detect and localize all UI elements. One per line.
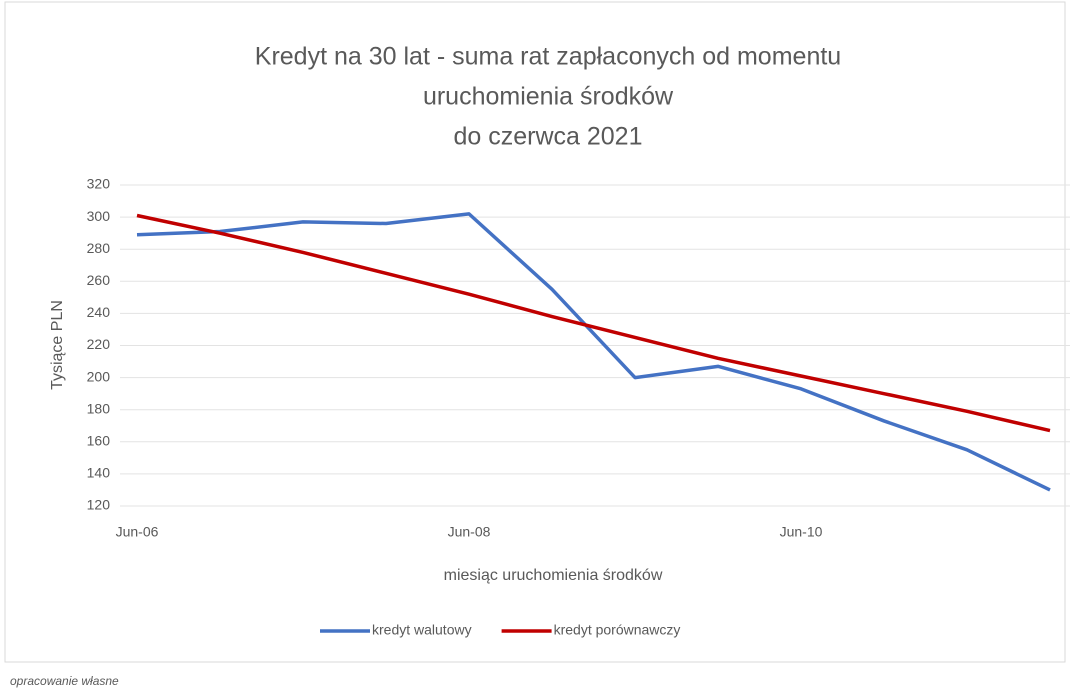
chart-title: uruchomienia środków (423, 83, 674, 111)
y-tick-label: 300 (87, 208, 111, 224)
y-tick-label: 260 (87, 272, 111, 288)
y-tick-label: 220 (87, 336, 111, 352)
y-tick-label: 200 (87, 368, 111, 384)
x-tick-label: Jun-06 (116, 524, 159, 540)
y-tick-label: 140 (87, 465, 111, 481)
y-tick-label: 120 (87, 497, 111, 513)
chart-frame (4, 1, 1066, 663)
y-tick-label: 180 (87, 400, 111, 416)
data-line (136, 213, 1051, 433)
y-tick-label: 280 (87, 240, 111, 256)
chart-title: do czerwca 2021 (453, 123, 642, 151)
x-tick-label: Jun-08 (448, 524, 491, 540)
x-tick-label: Jun-10 (780, 524, 823, 540)
y-tick-label: 240 (87, 304, 111, 320)
y-tick-label: 160 (87, 433, 111, 449)
legend-label: kredyt walutowy (372, 622, 472, 638)
y-axis-label: Tysiące PLN (49, 300, 66, 390)
y-tick-label: 320 (87, 176, 111, 192)
chart-title: Kredyt na 30 lat - suma rat zapłaconych … (255, 43, 841, 71)
source-note: opracowanie własne (10, 674, 119, 688)
legend-label: kredyt porównawczy (554, 622, 681, 638)
x-axis-label: miesiąc uruchomienia środków (444, 567, 663, 584)
data-line (136, 212, 1051, 492)
